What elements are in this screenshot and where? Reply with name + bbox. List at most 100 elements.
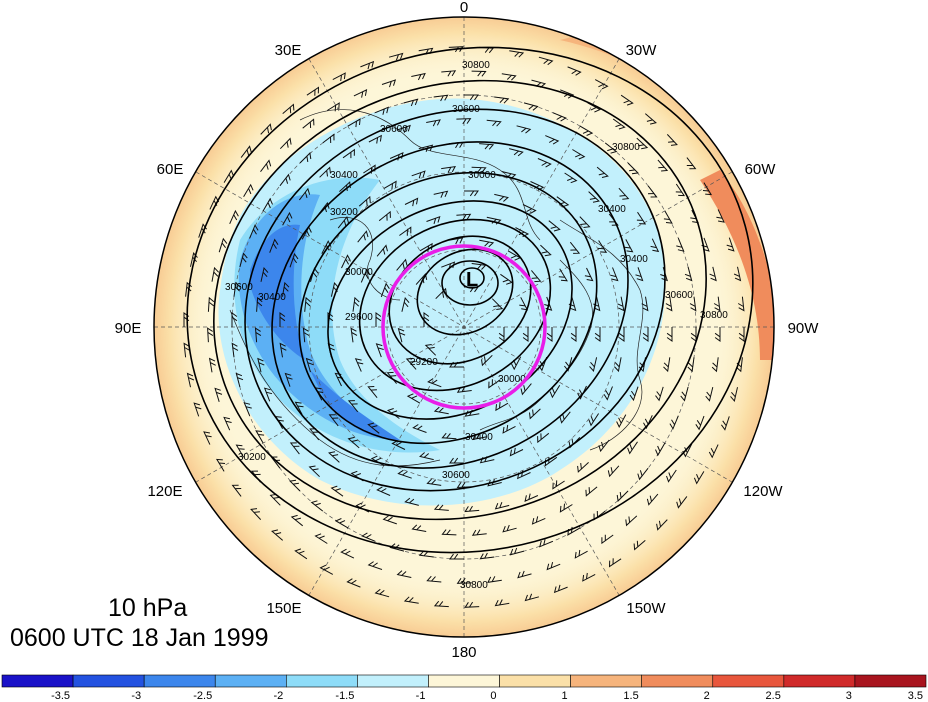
wind-barb <box>629 386 639 402</box>
wind-barb <box>665 296 673 312</box>
wind-barb <box>255 430 265 444</box>
contour-label: 30600 <box>665 290 693 301</box>
wind-barb <box>646 493 659 506</box>
wind-barb <box>235 444 245 458</box>
wind-barb <box>539 539 553 548</box>
wind-barb <box>334 518 349 529</box>
colorbar-tick-label: 2.5 <box>766 690 781 702</box>
wind-barb <box>263 387 273 402</box>
wind-barb <box>411 524 427 532</box>
wind-barb <box>546 561 561 571</box>
lon-label-90e: 90E <box>115 320 142 337</box>
wind-barb <box>570 327 577 342</box>
wind-barb <box>523 102 539 111</box>
wind-barbs <box>183 46 745 608</box>
wind-barb <box>397 327 406 343</box>
colorbar-swatch <box>712 674 785 688</box>
wind-barb <box>487 576 502 583</box>
wind-barb <box>330 485 344 497</box>
colorbar-swatch <box>357 674 429 688</box>
lon-label-30w: 30W <box>626 42 658 59</box>
contour-label: 30400 <box>258 292 286 303</box>
wind-barb <box>435 287 447 300</box>
contour-label: 30800 <box>700 310 728 321</box>
wind-barb <box>617 296 625 312</box>
wind-barb <box>603 386 613 401</box>
wind-barb <box>262 197 273 212</box>
colorbar-swatch <box>72 674 145 688</box>
low-pressure-marker: L <box>466 269 478 291</box>
wind-barb <box>239 252 248 268</box>
wind-barb <box>705 386 714 402</box>
wind-barb <box>260 159 272 173</box>
wind-barb <box>374 588 390 598</box>
wind-barb <box>211 266 220 282</box>
lon-label-60e: 60E <box>157 161 184 178</box>
wind-barb <box>368 134 382 144</box>
wind-barb <box>342 148 355 159</box>
wind-barb <box>284 372 293 387</box>
wind-barb <box>716 209 725 223</box>
wind-barb <box>642 327 649 342</box>
wind-barb <box>579 216 591 228</box>
wind-barb <box>456 118 472 125</box>
wind-barb <box>332 72 346 82</box>
contour-label: 29600 <box>345 312 373 323</box>
wind-barb <box>254 327 262 343</box>
wind-barb <box>314 533 328 544</box>
wind-barb <box>730 387 738 402</box>
wind-barb <box>517 570 532 579</box>
wind-barb <box>215 458 226 472</box>
wind-barb <box>601 534 614 545</box>
wind-barb <box>569 241 581 254</box>
wind-barb <box>305 357 314 373</box>
wind-barb <box>271 529 284 541</box>
pressure-level-title: 10 hPa <box>108 594 188 622</box>
wind-barb <box>279 173 291 187</box>
wind-barb <box>208 357 216 373</box>
contour-label: 30000 <box>498 374 526 385</box>
wind-barb <box>500 273 513 285</box>
wind-barb <box>256 296 263 312</box>
wind-barb <box>388 52 404 61</box>
wind-barb <box>588 413 600 427</box>
wind-barb <box>552 112 567 122</box>
wind-barb <box>495 402 509 412</box>
wind-barb <box>426 215 441 225</box>
colorbar-tick-label: -1 <box>416 690 426 702</box>
contour-label: 30200 <box>330 207 358 218</box>
wind-barb <box>553 584 568 594</box>
wind-barb <box>666 469 677 483</box>
wind-barb <box>299 152 312 164</box>
highlight-circle <box>381 244 547 410</box>
wind-barb <box>399 226 412 236</box>
contour-label: 30800 <box>460 580 488 591</box>
wind-barb <box>302 327 310 343</box>
wind-barb <box>396 124 411 133</box>
wind-barb <box>294 401 304 415</box>
wind-barb <box>479 143 495 150</box>
wind-barb <box>689 296 697 312</box>
wind-barb <box>738 327 745 342</box>
wind-barb <box>396 258 408 271</box>
wind-barb <box>494 96 510 104</box>
wind-barb <box>426 119 441 127</box>
wind-barb <box>382 515 397 525</box>
wind-barb <box>695 415 705 431</box>
wind-barb <box>502 524 517 533</box>
wind-barb <box>676 496 688 509</box>
colorbar-tick-label: -3 <box>131 690 141 702</box>
wind-barb <box>498 327 505 342</box>
wind-barb <box>383 180 397 190</box>
wind-barb <box>520 383 532 396</box>
wind-barb <box>501 73 517 81</box>
map-border <box>153 16 775 638</box>
wind-barb <box>235 372 244 388</box>
wind-barb <box>346 578 361 588</box>
wind-barb <box>596 166 609 178</box>
lon-label-150e: 150E <box>266 600 301 617</box>
wind-barb <box>726 237 735 252</box>
colorbar-tick-label: -3.5 <box>51 690 70 702</box>
wind-barb <box>708 444 719 459</box>
lon-label-120w: 120W <box>743 483 783 500</box>
